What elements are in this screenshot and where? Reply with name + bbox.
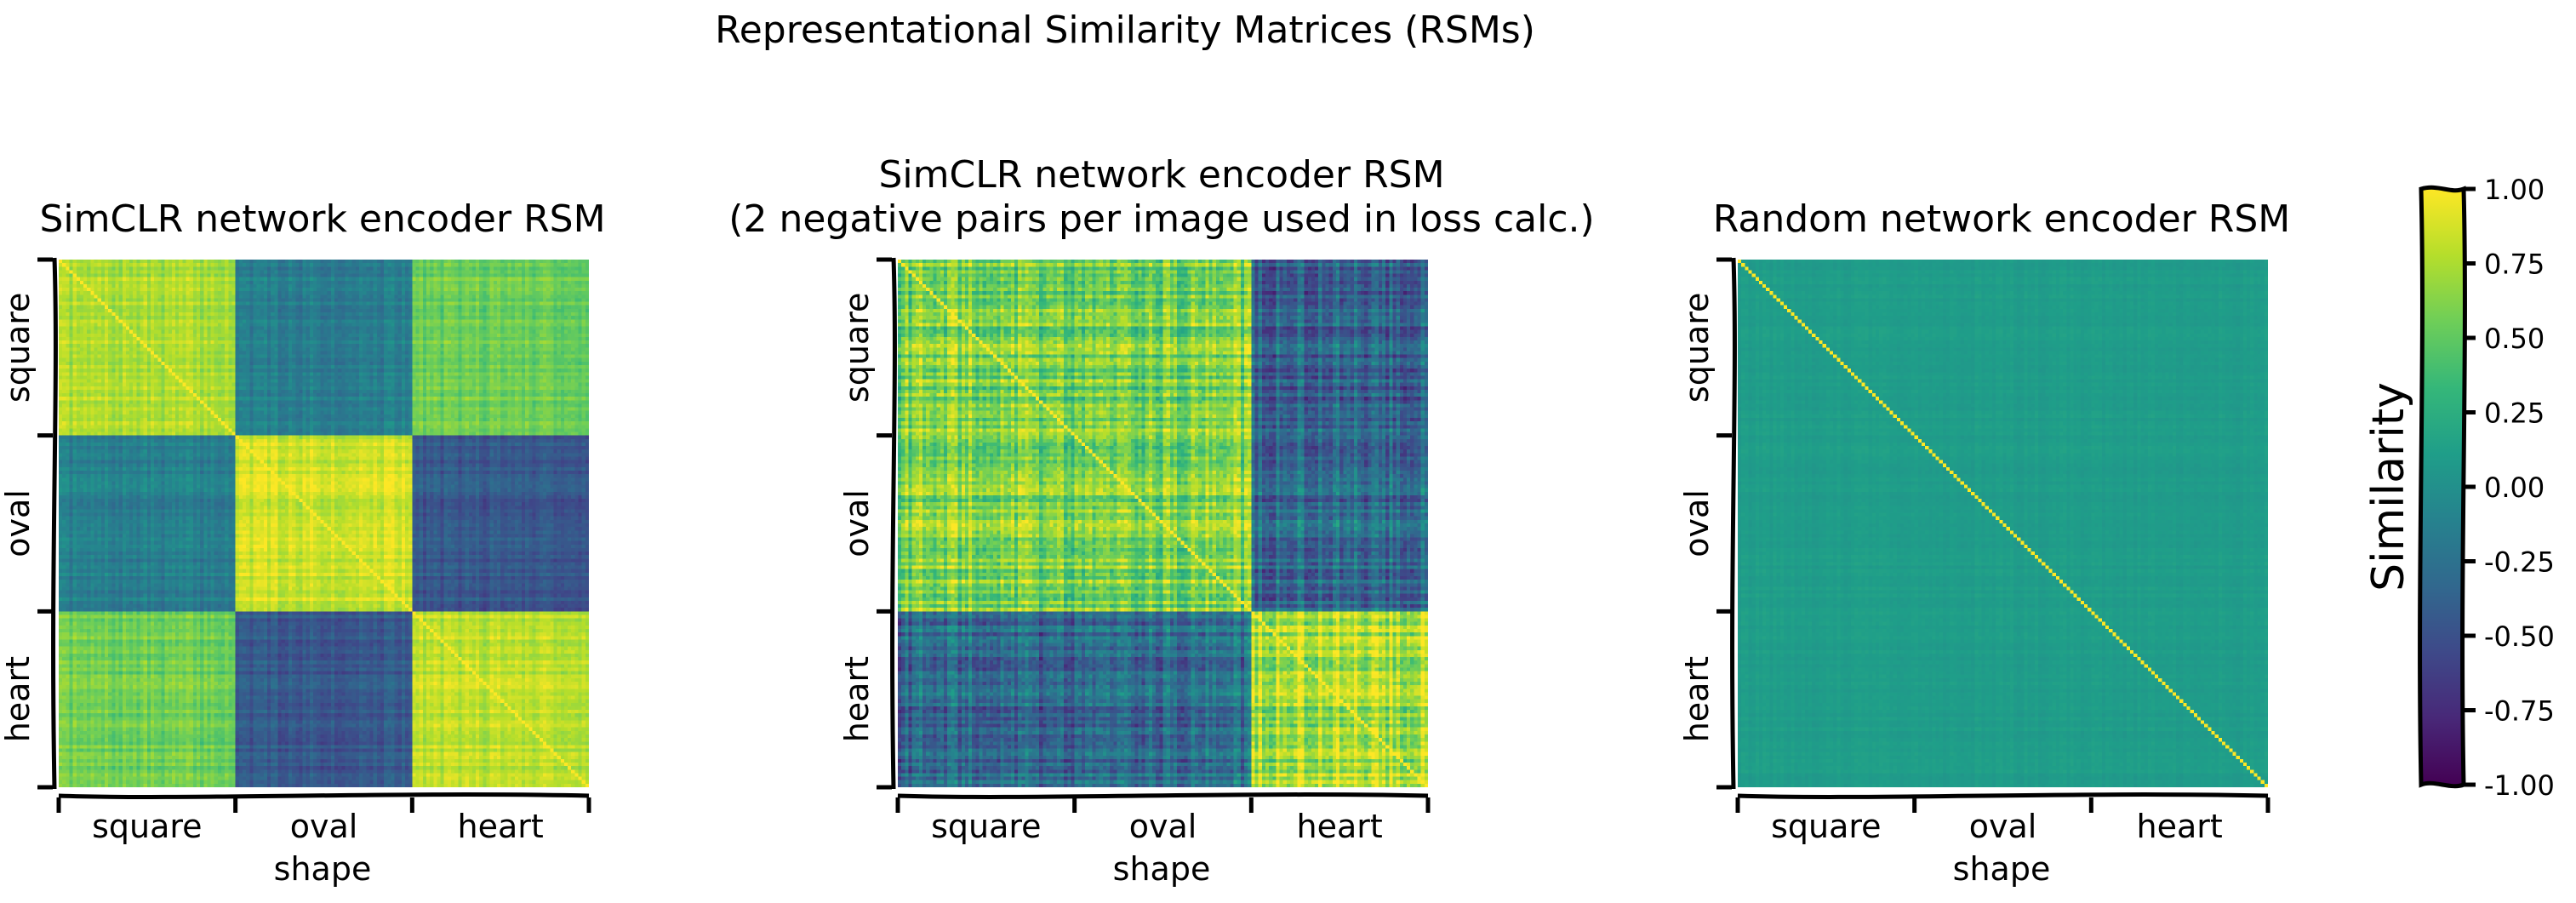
colorbar-tick-label: -0.50 (2484, 620, 2555, 653)
x-tick-label-heart: heart (2137, 808, 2223, 845)
y-tick-label-square: square (1678, 293, 1716, 403)
y-tick-label-oval: oval (1678, 489, 1716, 557)
y-axis-spine (890, 257, 897, 790)
colorbar-tick-label: 1.00 (2484, 174, 2545, 206)
x-tick-label-heart: heart (1297, 808, 1383, 845)
y-tick-label-heart: heart (838, 656, 876, 742)
heatmap-matrix-3 (1738, 260, 2268, 787)
colorbar-tick-label: -0.25 (2484, 546, 2555, 579)
x-tick-label-square: square (1771, 808, 1881, 845)
panel-2-title-line-1: SimCLR network encoder RSM (878, 153, 1444, 197)
colorbar-label: Similarity (2363, 382, 2414, 592)
heatmap-matrix-1 (59, 260, 589, 787)
panel-1-xlabel: shape (274, 850, 372, 888)
colorbar-tick-label: 0.00 (2484, 472, 2545, 504)
x-tick-label-square: square (931, 808, 1041, 845)
y-tick-label-heart: heart (1678, 656, 1716, 742)
y-axis-spine (51, 257, 58, 790)
figure-suptitle: Representational Similarity Matrices (RS… (715, 9, 1535, 52)
panel-3-xlabel: shape (1953, 850, 2051, 888)
colorbar: 1.00 0.75 0.50 0.25 0.00 -0.25 -0.50 -0.75 -1.00… (2363, 174, 2555, 802)
colorbar-tick-label: 0.75 (2484, 249, 2545, 281)
heatmap-matrix-2 (898, 260, 1428, 787)
colorbar-tick-label: 0.50 (2484, 323, 2545, 355)
colorbar-tick-label: -0.75 (2484, 695, 2555, 728)
y-tick-label-oval: oval (838, 489, 876, 557)
panel-2-xlabel: shape (1113, 850, 1211, 888)
x-tick-label-oval: oval (290, 808, 358, 845)
heatmap-panel-random: Random network encoder RSM square square o… (1678, 197, 2290, 888)
colorbar-tick-label: -1.00 (2484, 769, 2555, 802)
y-tick-label-square: square (0, 293, 37, 403)
heatmap-panel-simclr: SimCLR network encoder RSM square square o… (0, 197, 606, 888)
y-tick-label-square: square (838, 293, 876, 403)
colorbar-gradient (2421, 189, 2464, 785)
x-tick-label-square: square (92, 808, 202, 845)
x-tick-label-oval: oval (1969, 808, 2037, 845)
x-tick-label-oval: oval (1129, 808, 1197, 845)
panel-3-title-line-1: Random network encoder RSM (1713, 197, 2290, 241)
colorbar-tick-label: 0.25 (2484, 397, 2545, 430)
x-axis-spine (1737, 792, 2269, 799)
y-axis-spine (1730, 257, 1737, 790)
heatmap-panel-simclr-2neg: SimCLR network encoder RSM (2 negative p… (728, 153, 1594, 888)
x-axis-spine (897, 792, 1429, 799)
y-tick-label-oval: oval (0, 489, 37, 557)
y-tick-label-heart: heart (0, 656, 37, 742)
x-tick-label-heart: heart (458, 808, 544, 845)
panel-1-title-line-1: SimCLR network encoder RSM (39, 197, 605, 241)
panel-2-title-line-2: (2 negative pairs per image used in loss… (728, 197, 1594, 241)
x-axis-spine (58, 792, 590, 799)
